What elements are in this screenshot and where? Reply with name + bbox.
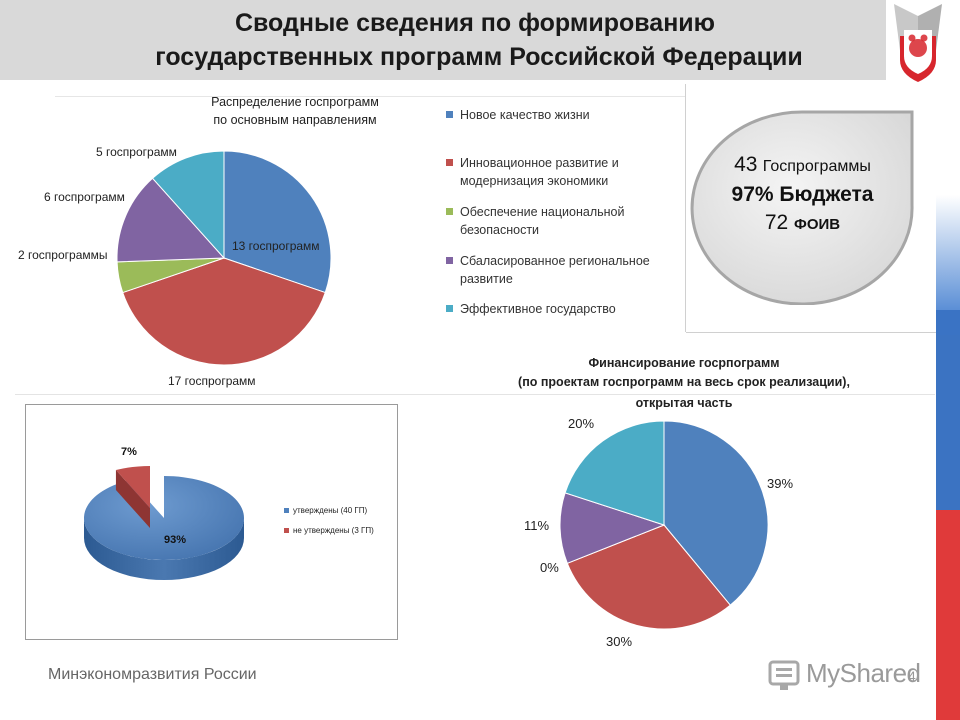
summary-line1: 43 Госпрограммы (734, 153, 871, 176)
pie3-label-39: 39% (767, 476, 793, 491)
divider-mid (15, 394, 935, 395)
legend-swatch-blue (446, 111, 453, 118)
chart-financing: Финансирование госрпограмм (по проектам … (518, 356, 850, 649)
legend-swatch-red (446, 159, 453, 166)
legend-swatch-teal (446, 305, 453, 312)
flag-stripes (936, 195, 960, 720)
header-band (0, 0, 886, 80)
pie3-label-0: 0% (540, 560, 559, 575)
page-number: 4 (908, 668, 916, 684)
pie1-slice-purple (116, 177, 226, 263)
chart1-subtitle: по основным направлениям (213, 113, 376, 127)
pie3-slice-blue (663, 420, 769, 606)
pie3-slice-purple (559, 492, 666, 564)
page-title-line2: государственных программ Российской Феде… (155, 43, 803, 71)
pie3-label-11: 11% (524, 518, 549, 533)
pie2-legend-swatch-red (284, 528, 289, 533)
legend-swatch-purple (446, 257, 453, 264)
summary-line2: 97% Бюджета (731, 183, 874, 206)
summary-callout (690, 110, 914, 305)
pie1-label-teal: 5 госпрограмм (96, 145, 177, 159)
pie2-slice-red (115, 466, 150, 508)
pie2-side-red (115, 469, 150, 528)
pie1-label-blue: 13 госпрограмм (232, 239, 320, 253)
emblem-logo (888, 0, 948, 86)
pie1-label-purple: 6 госпрограмм (44, 190, 125, 204)
pie2-slice-blue (83, 476, 244, 560)
chart-approval: 93% 7% утверждены (40 ГП) не утверждены … (83, 446, 374, 580)
divider-top (55, 96, 685, 97)
pie3-label-20: 20% (568, 416, 594, 431)
watermark-text: MyShared (806, 658, 921, 688)
chart-distribution: Распределение госпрограмм по основным на… (18, 95, 379, 388)
page-title-line1: Сводные сведения по формированию (234, 9, 716, 37)
chart3-title: Финансирование госрпограмм (588, 356, 779, 370)
pie1-slice-red (122, 257, 326, 366)
pie1-label-red: 17 госпрограмм (168, 374, 256, 388)
pie2-legend-not-approved: не утверждены (3 ГП) (293, 526, 374, 535)
pie2-legend-approved: утверждены (40 ГП) (293, 506, 367, 515)
pie2-label-7: 7% (121, 446, 137, 458)
pie1-label-green: 2 госпрограммы (18, 248, 108, 262)
divider-vertical (685, 84, 686, 332)
divider-horizontal (686, 332, 936, 333)
pie2-label-93: 93% (164, 534, 186, 546)
pie2-legend-swatch-blue (284, 508, 289, 513)
pie3-slice-red (566, 524, 731, 630)
footer-org: Минэкономразвития России (48, 666, 257, 683)
summary-line3: 72 ФОИВ (764, 211, 841, 234)
pie1-slice-teal (151, 150, 225, 260)
pie1-slice-blue (223, 150, 332, 294)
chart3-subtitle: (по проектам госпрограмм на весь срок ре… (518, 375, 850, 389)
chart3-subtitle2: открытая часть (636, 396, 733, 410)
pie3-slice-teal (564, 420, 665, 526)
chart1-title: Распределение госпрограмм (211, 95, 379, 109)
watermark-logo (768, 660, 800, 690)
legend-swatch-green (446, 208, 453, 215)
pie2-side-blue (84, 518, 244, 580)
pie3-label-30: 30% (606, 634, 632, 649)
